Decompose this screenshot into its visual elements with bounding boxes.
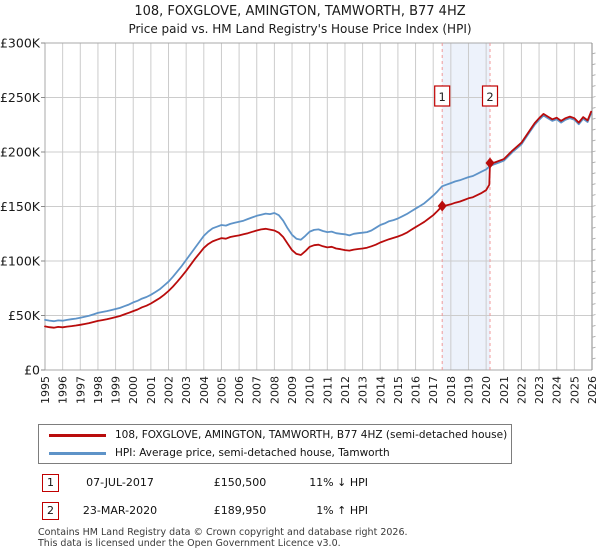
sale-marker-diamond — [485, 157, 495, 169]
minor-tick — [591, 303, 596, 306]
minor-tick — [591, 74, 596, 77]
x-tick-label: 2024 — [551, 376, 564, 404]
x-tick-label: 2001 — [145, 376, 158, 404]
transaction-1-badge: 1 — [42, 474, 59, 492]
y-tick-label: £150K — [0, 199, 41, 214]
hpi-line — [44, 112, 592, 323]
minor-tick — [591, 128, 596, 131]
minor-tick — [591, 205, 596, 207]
minor-tick — [591, 357, 596, 360]
y-tick-label: £100K — [0, 254, 41, 269]
minor-tick — [591, 161, 596, 164]
minor-tick — [591, 324, 596, 327]
x-tick-label: 1998 — [92, 376, 105, 404]
price-chart: £0 £50K £100K £150K £200K £250K £300K 1995 1996 1… — [0, 36, 599, 405]
page-title: 108, FOXGLOVE, AMINGTON, TAMWORTH, B77 4… — [134, 4, 466, 19]
minor-tick — [591, 226, 596, 229]
x-tick-label: 2011 — [321, 376, 334, 404]
x-tick-label: 2003 — [180, 376, 193, 404]
x-tick-label: 2026 — [586, 376, 599, 404]
minor-tick — [591, 248, 596, 251]
transaction-2-hpi-diff: 1% ↑ HPI — [316, 504, 368, 517]
minor-tick — [591, 335, 596, 338]
minor-tick — [591, 259, 596, 262]
x-tick-label: 2010 — [304, 376, 317, 404]
minor-tick — [591, 63, 596, 66]
x-tick-label: 2020 — [480, 376, 493, 404]
x-tick-label: 2017 — [427, 376, 440, 404]
minor-tick — [591, 150, 596, 153]
legend-item-price: 108, FOXGLOVE, AMINGTON, TAMWORTH, B77 4… — [49, 427, 511, 443]
licence-footer: Contains HM Land Registry data © Crown c… — [38, 527, 578, 549]
transaction-2-date: 23-MAR-2020 — [82, 504, 158, 517]
licence-line-1: Contains HM Land Registry data © Crown c… — [38, 527, 408, 538]
minor-tick — [591, 96, 596, 98]
minor-tick — [591, 292, 596, 295]
x-tick-label: 2000 — [127, 376, 140, 404]
x-tick-label: 2015 — [392, 376, 405, 404]
minor-tick — [591, 270, 596, 273]
transaction-2-price: £189,950 — [213, 504, 267, 517]
legend-item-hpi: HPI: Average price, semi-detached house,… — [49, 445, 511, 461]
minor-tick — [591, 52, 596, 55]
marker-number-label: 2 — [486, 90, 493, 104]
x-tick-label: 2007 — [251, 376, 264, 404]
x-tick-label: 2021 — [498, 376, 511, 404]
x-tick-label: 2004 — [198, 376, 211, 404]
minor-tick — [591, 215, 596, 218]
y-tick-label: £300K — [0, 36, 41, 51]
x-tick-label: 2009 — [286, 376, 299, 404]
price-line — [44, 110, 592, 329]
x-tick-label: 2006 — [233, 376, 246, 404]
minor-tick — [591, 117, 596, 120]
minor-tick — [591, 346, 596, 349]
transaction-1-date: 07-JUL-2017 — [86, 476, 154, 489]
minor-tick — [591, 237, 596, 240]
legend-label-price: 108, FOXGLOVE, AMINGTON, TAMWORTH, B77 4… — [115, 429, 508, 441]
hpi-line-swatch-icon — [49, 451, 106, 455]
legend-label-hpi: HPI: Average price, semi-detached house,… — [115, 447, 390, 459]
y-tick-label: £250K — [0, 90, 41, 105]
transaction-1-hpi-diff: 11% ↓ HPI — [309, 476, 368, 489]
y-tick-label: £200K — [0, 145, 41, 160]
x-tick-label: 2014 — [374, 376, 387, 404]
x-tick-label: 1997 — [74, 376, 87, 404]
x-tick-label: 1996 — [57, 376, 70, 404]
minor-tick — [591, 183, 596, 186]
x-tick-label: 2005 — [215, 376, 228, 404]
minor-tick — [591, 172, 596, 175]
chart-legend: 108, FOXGLOVE, AMINGTON, TAMWORTH, B77 4… — [38, 424, 512, 464]
transaction-1-price: £150,500 — [213, 476, 267, 489]
x-tick-label: 2023 — [533, 376, 546, 404]
minor-tick — [591, 106, 596, 109]
marker-number-box — [481, 85, 499, 107]
y-tick-label: £0 — [24, 363, 40, 378]
x-tick-label: 2018 — [445, 376, 458, 404]
x-tick-label: 1995 — [39, 376, 52, 404]
licence-line-2: This data is licensed under the Open Gov… — [38, 537, 341, 549]
page-subtitle: Price paid vs. HM Land Registry's House … — [128, 22, 472, 36]
x-tick-label: 2022 — [515, 376, 528, 404]
minor-tick — [591, 314, 596, 316]
x-tick-label: 2008 — [268, 376, 281, 404]
x-tick-label: 2016 — [410, 376, 423, 404]
x-tick-label: 1999 — [110, 376, 123, 404]
minor-tick — [591, 194, 596, 197]
x-tick-label: 2013 — [357, 376, 370, 404]
marker-number-label: 1 — [439, 90, 446, 104]
x-tick-label: 2012 — [339, 376, 352, 404]
transaction-2-badge: 2 — [42, 502, 59, 520]
x-tick-label: 2002 — [163, 376, 176, 404]
x-tick-label: 2025 — [568, 376, 581, 404]
sale-marker-diamond — [437, 200, 447, 212]
y-tick-label: £50K — [8, 308, 41, 323]
price-line-swatch-icon — [49, 433, 106, 437]
minor-tick — [591, 85, 596, 88]
marker-number-box — [434, 85, 451, 107]
x-tick-label: 2019 — [462, 376, 475, 404]
minor-tick — [591, 139, 596, 142]
minor-tick — [591, 281, 596, 284]
